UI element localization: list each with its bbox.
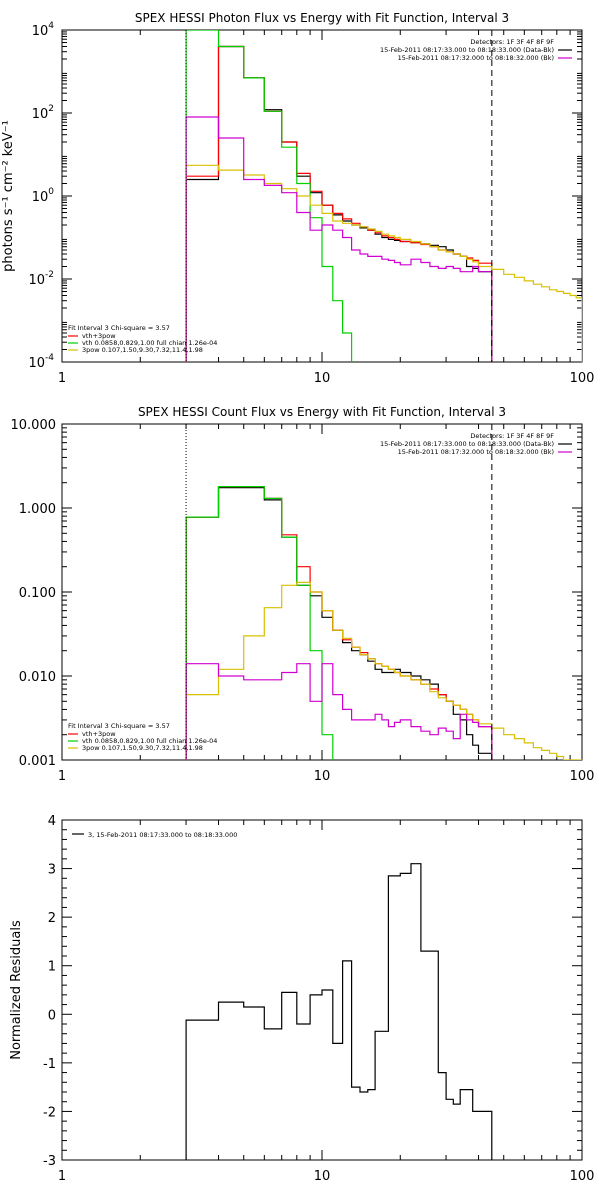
y-tick-label: 100 (32, 187, 55, 205)
chart-panel-2: SPEX HESSI Count Flux vs Energy with Fit… (11, 405, 595, 784)
y-tick-label: 0.001 (19, 754, 56, 769)
y-tick-label: 10-2 (28, 270, 54, 288)
legend-entry: 3pow 0.107,1.50,9.30,7.32,11.4,1.98 (82, 346, 203, 354)
series-line-3-15-feb-2011-08-17-33-000-to-08-18-33-000 (185, 863, 493, 1160)
chart-panel-1: SPEX HESSI Photon Flux vs Energy with Fi… (1, 11, 594, 386)
legend-entry: 3pow 0.107,1.50,9.30,7.32,11.4,1.98 (82, 744, 203, 752)
series-line-vth (185, 486, 334, 760)
series-line-3pow (185, 581, 582, 760)
legend-entry: vth+3pow (82, 730, 116, 738)
legend-entry: 15-Feb-2011 08:17:32.000 to 08:18:32.000… (398, 448, 554, 456)
y-tick-label: -3 (43, 1154, 56, 1169)
legend-entry: vth 0.0858,0.829,1.00 full chian 1.26e-0… (82, 737, 217, 745)
x-tick-label: 100 (570, 769, 595, 784)
x-tick-label: 1 (58, 1169, 66, 1184)
series-line-vth-3pow (185, 486, 493, 760)
y-axis-label: photons s⁻¹ cm⁻² keV⁻¹ (1, 120, 16, 272)
series-group (185, 486, 582, 760)
series-line-vth-3pow (185, 45, 493, 362)
y-tick-label: 4 (48, 814, 56, 829)
series-line-3pow (185, 164, 582, 362)
x-tick-label: 1 (58, 371, 66, 386)
x-tick-label: 10 (314, 1169, 331, 1184)
series-group (185, 863, 493, 1160)
legend-detectors: Detectors: 1F 3F 4F 8F 9F (470, 38, 554, 46)
chart-title: SPEX HESSI Photon Flux vs Energy with Fi… (135, 11, 509, 25)
series-line-vth (185, 30, 353, 362)
legend-entry: vth 0.0858,0.829,1.00 full chian 1.26e-0… (82, 339, 217, 347)
series-line-data-bk (185, 45, 493, 362)
legend-entry: vth+3pow (82, 332, 116, 340)
legend-entry: 15-Feb-2011 08:17:33.000 to 08:18:33.000… (380, 46, 554, 54)
x-tick-label: 100 (570, 371, 595, 386)
legend-entry: 15-Feb-2011 08:17:32.000 to 08:18:32.000… (398, 54, 554, 62)
series-group (185, 30, 582, 362)
y-tick-label: 3 (48, 863, 56, 878)
y-tick-label: 10.000 (11, 418, 57, 433)
y-tick-label: 104 (32, 21, 55, 39)
y-tick-label: 102 (32, 104, 54, 122)
legend-fit-info: Fit Interval 3 Chi-square = 3.57 (68, 324, 170, 332)
y-axis-label: Normalized Residuals (9, 920, 24, 1060)
chart-panel-3: 1 10 100 -3 -2 -1 0 1 2 3 4 Normalized Residuals 3, … (9, 814, 594, 1184)
y-tick-label: 1.000 (19, 502, 56, 517)
y-tick-label: -1 (43, 1057, 56, 1072)
legend-entry: 3, 15-Feb-2011 08:17:33.000 to 08:18:33.… (88, 831, 237, 839)
legend-fit-info: Fit Interval 3 Chi-square = 3.57 (68, 722, 170, 730)
x-tick-label: 10 (314, 371, 331, 386)
chart-title: SPEX HESSI Count Flux vs Energy with Fit… (138, 405, 506, 419)
x-tick-label: 1 (58, 769, 66, 784)
y-tick-label: 1 (48, 960, 56, 975)
x-tick-label: 100 (570, 1169, 595, 1184)
y-tick-label: -2 (43, 1105, 56, 1120)
y-tick-label: 10-4 (28, 353, 54, 371)
series-line-bk (185, 116, 493, 362)
x-tick-label: 10 (314, 769, 331, 784)
series-line-data-bk (185, 487, 493, 760)
series-line-bk (185, 663, 493, 760)
y-tick-label: 2 (48, 911, 56, 926)
y-tick-label: 0 (48, 1008, 56, 1023)
legend-entry: 15-Feb-2011 08:17:33.000 to 08:18:33.000… (380, 440, 554, 448)
y-tick-label: 0.010 (19, 670, 56, 685)
y-tick-label: 0.100 (19, 586, 56, 601)
legend-detectors: Detectors: 1F 3F 4F 8F 9F (470, 432, 554, 440)
